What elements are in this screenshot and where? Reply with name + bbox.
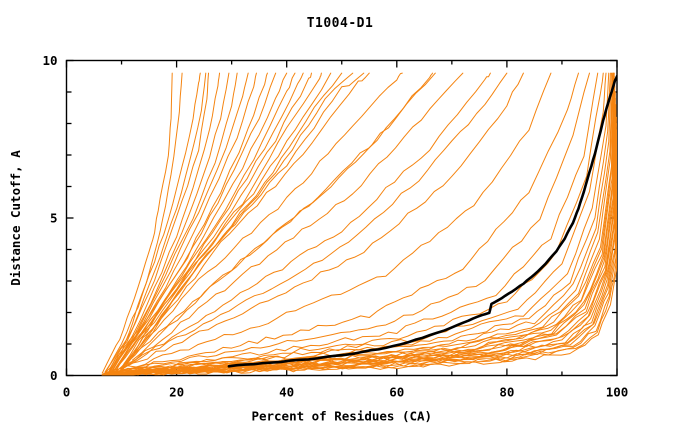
prediction-curve	[110, 72, 238, 371]
x-axis-label: Percent of Residues (CA)	[251, 409, 432, 424]
prediction-curve	[121, 72, 524, 370]
prediction-curve	[110, 72, 590, 371]
prediction-curve	[104, 97, 616, 376]
prediction-curve	[101, 173, 617, 376]
prediction-curve	[107, 72, 207, 375]
prediction-curve	[110, 72, 268, 375]
y-tick-label: 0	[50, 368, 58, 383]
data-lines	[101, 72, 617, 376]
page-title: T1004-D1	[306, 16, 374, 31]
prediction-curve	[121, 72, 322, 368]
prediction-curve	[107, 72, 607, 374]
x-tick-label: 80	[499, 385, 514, 400]
prediction-curve	[118, 72, 552, 372]
prediction-curve	[101, 148, 617, 376]
prediction-curve	[110, 72, 599, 374]
prediction-curve	[118, 72, 304, 366]
x-tick-label: 0	[63, 385, 71, 400]
reference-curve	[227, 74, 617, 368]
prediction-curve	[121, 72, 491, 369]
prediction-curve	[132, 72, 436, 361]
prediction-curve	[104, 72, 201, 373]
prediction-curve	[126, 72, 354, 363]
prediction-curve	[101, 138, 617, 376]
prediction-curve	[115, 72, 508, 371]
prediction-curve	[103, 116, 617, 376]
prediction-curve	[121, 72, 403, 370]
y-tick-label: 5	[50, 211, 58, 226]
prediction-curve	[115, 72, 277, 369]
prediction-curve	[115, 72, 296, 372]
prediction-curve	[104, 72, 183, 374]
prediction-curve	[110, 72, 579, 373]
prediction-curve	[110, 72, 221, 372]
y-axis-label: Distance Cutoff, A	[8, 150, 23, 286]
x-tick-label: 40	[279, 385, 294, 400]
x-tick-label: 100	[606, 385, 629, 400]
x-tick-label: 20	[169, 385, 184, 400]
prediction-curve	[123, 72, 343, 364]
prediction-curve	[107, 72, 230, 375]
prediction-curve	[101, 72, 173, 374]
prediction-curve	[115, 72, 434, 373]
prediction-curve	[121, 72, 365, 372]
prediction-curve	[104, 72, 210, 374]
plot-area: 0 20 40 60 80 100 0 5 10 Percent of Residues (CA)…	[8, 53, 628, 424]
prediction-curve	[121, 72, 332, 369]
prediction-curve	[115, 72, 312, 370]
prediction-curve	[126, 72, 464, 365]
y-tick-label: 10	[42, 53, 57, 68]
prediction-curve	[110, 72, 604, 375]
prediction-curve	[126, 72, 370, 363]
x-tick-label: 60	[389, 385, 404, 400]
prediction-curve	[101, 198, 617, 376]
